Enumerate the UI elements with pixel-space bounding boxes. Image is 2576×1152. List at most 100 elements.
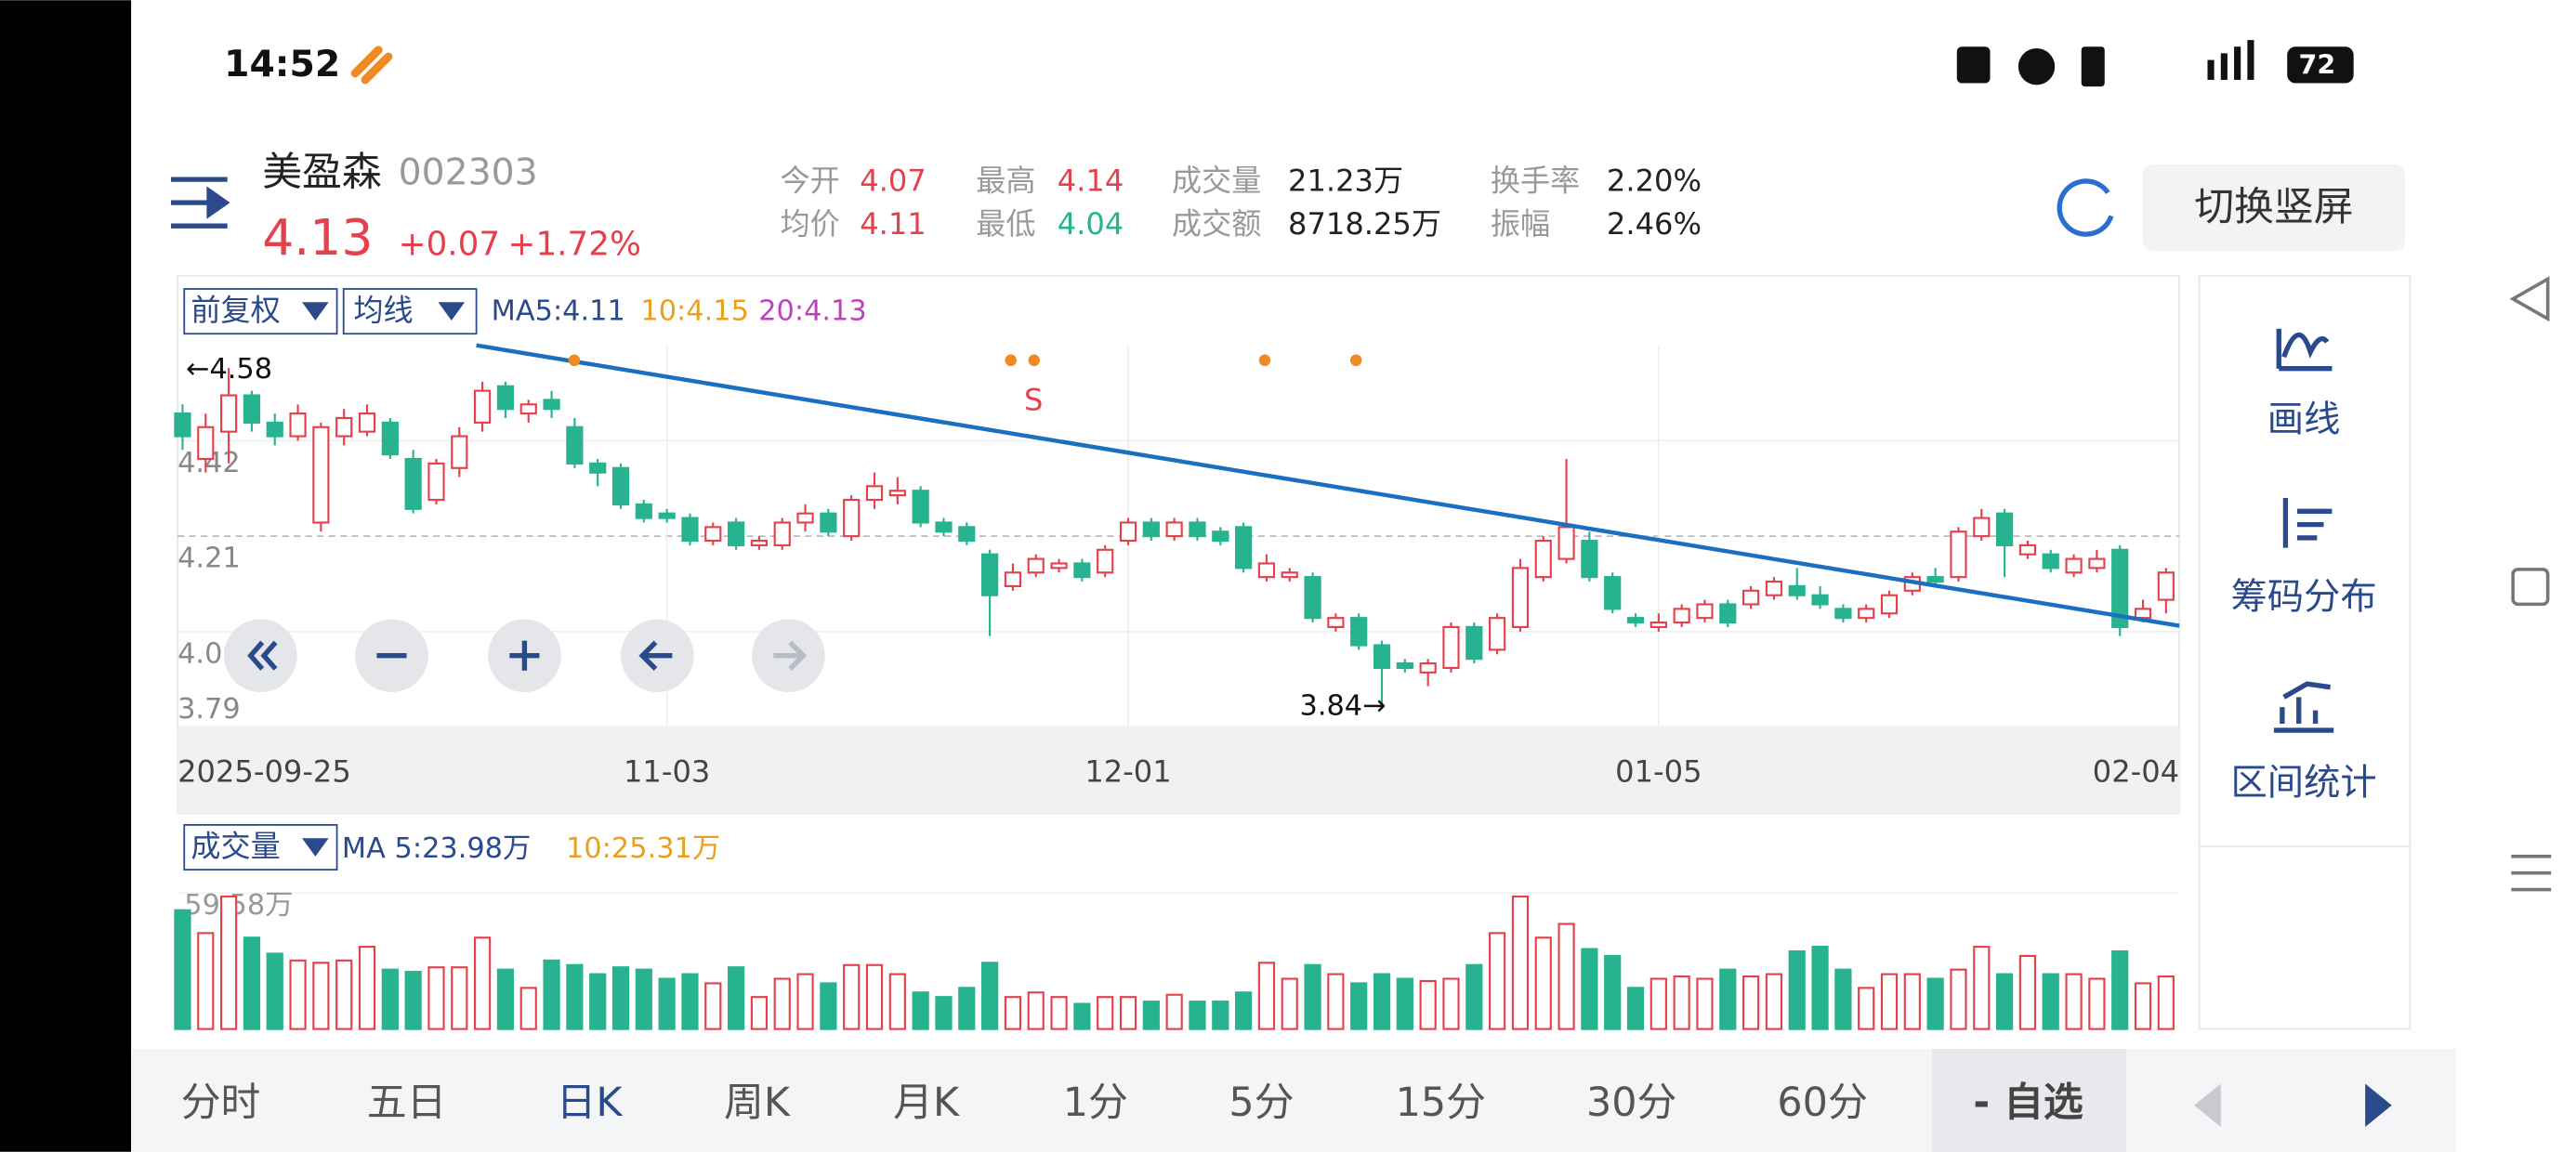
adjust[interactable]: 前复权 — [191, 293, 280, 328]
x-tick-label: 02-04 — [2093, 754, 2179, 790]
tab[interactable]: 日K — [557, 1080, 624, 1126]
candle-body — [1165, 521, 1183, 538]
tab[interactable]: 30分 — [1586, 1080, 1676, 1126]
menu-icon[interactable] — [170, 177, 230, 229]
vol-ma5: MA 5:23.98万 — [342, 832, 531, 865]
status-icons — [1956, 40, 2354, 87]
volume-bar — [312, 962, 330, 1030]
volume-bar — [1557, 923, 1575, 1030]
indicator-box[interactable] — [342, 288, 478, 335]
stat-value: 4.07 — [860, 164, 927, 199]
candle-body — [197, 425, 215, 461]
toggle-label[interactable]: 切换竖屏 — [2194, 184, 2353, 230]
side-icons — [2273, 328, 2334, 733]
volume-bar — [980, 962, 999, 1030]
volume-bar — [912, 991, 929, 1030]
prev-arrow[interactable] — [2194, 1083, 2221, 1127]
battery: 72 — [2298, 49, 2335, 81]
indicator[interactable]: 均线 — [353, 293, 413, 328]
candle-body — [2018, 543, 2037, 556]
candle-body — [174, 412, 191, 438]
candle-body — [1649, 621, 1667, 629]
scroll-left[interactable] — [224, 619, 297, 693]
refresh-icon[interactable] — [2057, 178, 2114, 237]
tab[interactable]: 分时 — [181, 1080, 261, 1126]
volume-bar — [266, 952, 283, 1030]
candle-body — [589, 462, 607, 474]
stock-name: 美盈森 — [262, 149, 382, 195]
price: 4.13 — [262, 208, 373, 267]
volume-bar — [473, 936, 492, 1030]
volume-bar — [1350, 982, 1368, 1030]
volume-bar — [174, 909, 191, 1030]
candle-body — [2042, 553, 2059, 569]
next-arrow[interactable] — [2365, 1083, 2392, 1127]
candle-body — [843, 498, 861, 538]
clock: 14:52 — [224, 44, 340, 85]
watchlist-button[interactable]: - 自选 — [1973, 1080, 2083, 1126]
side-item[interactable]: 区间统计 — [2231, 763, 2377, 805]
tab[interactable]: 60分 — [1777, 1080, 1867, 1126]
volume-bar — [1926, 977, 1944, 1030]
volume-bar — [843, 963, 861, 1030]
side-item[interactable]: 筹码分布 — [2231, 577, 2377, 619]
stat-label: 今开 — [780, 164, 839, 199]
volume-bar — [1257, 962, 1276, 1030]
dropdown — [302, 302, 329, 321]
side-item[interactable]: 画线 — [2267, 399, 2341, 440]
tab[interactable]: 15分 — [1396, 1080, 1486, 1126]
candle-body — [1488, 617, 1506, 651]
ma20: 20:4.13 — [758, 295, 866, 328]
volume-bar — [1442, 977, 1460, 1030]
volume-bar — [865, 963, 884, 1030]
volume-bar — [219, 895, 238, 1030]
candle-body — [912, 490, 929, 524]
volume-bar — [1950, 968, 1967, 1030]
candle-body — [1511, 567, 1530, 629]
tab[interactable]: 月K — [893, 1080, 960, 1126]
candle-body — [2065, 557, 2083, 574]
candle-body — [1996, 512, 2014, 546]
stat-label: 换手率 — [1491, 164, 1580, 199]
volume-bar — [635, 968, 652, 1030]
candle-body — [335, 416, 353, 438]
volume-bar — [1696, 977, 1714, 1030]
stat-value: 4.04 — [1058, 206, 1124, 242]
tab[interactable]: 5分 — [1229, 1080, 1294, 1126]
adjust-box[interactable] — [183, 288, 338, 335]
candle-body — [1950, 530, 1967, 579]
tab[interactable]: 1分 — [1063, 1080, 1128, 1126]
volume-bar — [2134, 982, 2152, 1030]
volume-bar — [335, 959, 353, 1030]
change: +0.07 — [399, 226, 500, 264]
candle-body — [2134, 608, 2152, 620]
volume-bar — [404, 971, 422, 1030]
left-bar — [0, 0, 132, 1152]
candle-body — [566, 425, 584, 465]
candle-body — [1673, 608, 1690, 624]
volume-bar — [1189, 1001, 1206, 1030]
volume-bar — [566, 963, 584, 1030]
toggle-button[interactable] — [2142, 164, 2406, 251]
candle-body — [404, 457, 422, 510]
tab[interactable]: 五日 — [367, 1080, 447, 1126]
volume-bar — [2018, 954, 2037, 1030]
candle-body — [1581, 539, 1598, 579]
volume-bar — [1511, 895, 1530, 1030]
volume-bar — [427, 966, 445, 1030]
candle-body — [935, 521, 953, 533]
stat-label: 振幅 — [1491, 206, 1550, 242]
volume-title[interactable]: 成交量 — [191, 829, 280, 864]
candle-body — [1557, 526, 1575, 560]
tab[interactable]: 周K — [724, 1080, 791, 1126]
candle-body — [1142, 521, 1160, 538]
volume-bar — [773, 977, 791, 1030]
volume-bar — [1834, 968, 1852, 1030]
candle-body — [681, 517, 699, 543]
volume-bar — [1488, 932, 1506, 1030]
x-tick-label: 11-03 — [624, 754, 710, 790]
candle-body — [727, 521, 745, 546]
volume-box[interactable] — [183, 824, 338, 871]
x-tick-label: 2025-09-25 — [177, 754, 351, 790]
volume-bar — [1281, 977, 1298, 1030]
